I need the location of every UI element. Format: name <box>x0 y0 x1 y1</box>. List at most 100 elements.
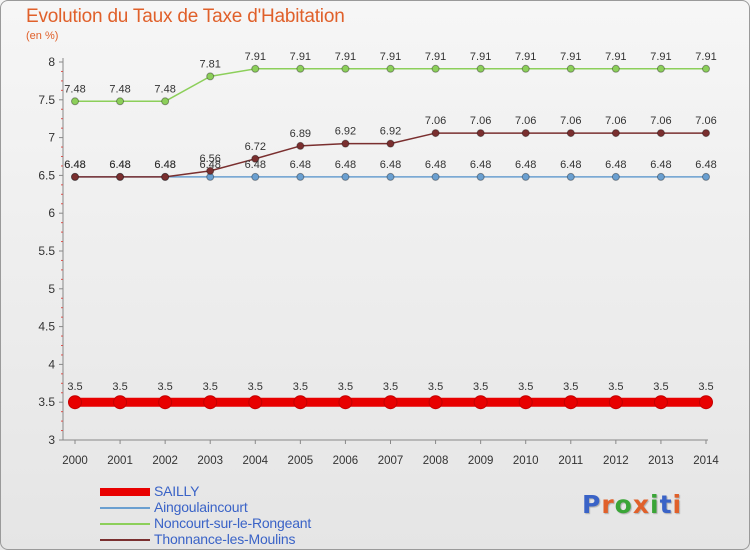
data-label: 7.91 <box>290 51 311 63</box>
data-label: 3.5 <box>473 381 488 393</box>
data-label: 6.48 <box>109 159 130 171</box>
data-point <box>338 395 353 410</box>
data-point <box>521 64 530 73</box>
data-point <box>611 64 620 73</box>
logo-letter: x <box>632 490 650 519</box>
x-tick-label: 2005 <box>288 455 314 467</box>
data-label: 6.92 <box>335 126 356 138</box>
data-point <box>251 64 260 73</box>
data-label: 6.89 <box>290 128 311 140</box>
data-point <box>521 172 530 181</box>
data-label: 6.48 <box>109 159 130 171</box>
data-point <box>296 172 305 181</box>
data-point <box>521 129 530 138</box>
data-label: 7.91 <box>245 51 266 63</box>
data-label: 3.5 <box>338 381 353 393</box>
data-label: 3.5 <box>203 381 218 393</box>
data-point <box>566 64 575 73</box>
data-label: 3.5 <box>383 381 398 393</box>
data-label: 6.48 <box>64 159 85 171</box>
data-label: 7.06 <box>650 115 671 127</box>
data-point <box>293 395 308 410</box>
data-point <box>473 395 488 410</box>
data-point <box>116 97 125 106</box>
data-point <box>386 64 395 73</box>
data-label: 3.5 <box>293 381 308 393</box>
legend-label: Thonnance-les-Moulins <box>154 531 296 547</box>
y-tick-label: 5.5 <box>38 244 55 258</box>
data-point <box>653 395 668 410</box>
x-tick-label: 2003 <box>197 455 223 467</box>
data-point <box>566 172 575 181</box>
logo-letter: r <box>601 490 615 519</box>
x-tick-label: 2002 <box>152 455 178 467</box>
legend-swatch <box>100 507 150 509</box>
y-tick-label: 4 <box>48 357 55 371</box>
y-tick-label: 3 <box>48 433 55 447</box>
data-point <box>566 129 575 138</box>
x-tick-label: 2010 <box>513 455 539 467</box>
data-point <box>386 172 395 181</box>
data-point <box>68 395 82 410</box>
data-label: 6.48 <box>425 159 446 171</box>
y-tick-label: 4.5 <box>38 320 55 334</box>
data-point <box>161 172 170 181</box>
data-label: 7.48 <box>109 83 130 95</box>
x-tick-label: 2001 <box>107 455 133 467</box>
x-tick-label: 2014 <box>693 455 719 467</box>
data-point <box>296 64 305 73</box>
data-label: 7.81 <box>200 58 221 70</box>
x-tick-label: 2006 <box>333 455 359 467</box>
legend-label: Aingoulaincourt <box>154 499 248 515</box>
data-point <box>248 395 263 410</box>
data-point <box>383 395 398 410</box>
data-point <box>476 172 485 181</box>
data-point <box>431 64 440 73</box>
legend-swatch <box>100 523 150 525</box>
data-point <box>386 139 395 148</box>
data-label: 7.06 <box>605 115 626 127</box>
data-label: 6.48 <box>695 159 716 171</box>
logo-letter: P <box>582 490 602 519</box>
data-label: 7.48 <box>64 83 85 95</box>
series-noncourt-sur-le-rongeant <box>71 64 710 106</box>
data-label: 6.56 <box>200 153 221 165</box>
data-point <box>296 141 305 150</box>
x-tick-label: 2004 <box>242 455 268 467</box>
data-label: 3.5 <box>518 381 533 393</box>
y-tick-label: 6 <box>48 206 55 220</box>
data-point <box>203 395 218 410</box>
data-point <box>611 129 620 138</box>
data-label: 7.06 <box>560 115 581 127</box>
data-label: 7.06 <box>470 115 491 127</box>
data-point <box>428 395 443 410</box>
data-label: 6.48 <box>154 159 175 171</box>
data-label: 6.48 <box>650 159 671 171</box>
data-point <box>702 64 710 73</box>
logo-letter: t <box>659 490 673 519</box>
x-tick-label: 2007 <box>378 455 404 467</box>
y-tick-label: 3.5 <box>38 395 55 409</box>
data-point <box>251 172 260 181</box>
data-label: 3.5 <box>608 381 623 393</box>
data-label: 7.91 <box>560 51 581 63</box>
data-point <box>116 172 125 181</box>
data-point <box>656 64 665 73</box>
data-point <box>71 97 79 106</box>
x-tick-label: 2008 <box>423 455 449 467</box>
data-point <box>563 395 578 410</box>
data-label: 6.48 <box>335 159 356 171</box>
data-label: 7.91 <box>515 51 536 63</box>
data-label: 7.91 <box>425 51 446 63</box>
data-label: 3.5 <box>67 381 82 393</box>
data-point <box>476 129 485 138</box>
logo-letter: i <box>650 490 660 519</box>
data-label: 6.48 <box>200 159 221 171</box>
logo-letter: i <box>672 490 683 519</box>
data-label: 6.48 <box>515 159 536 171</box>
data-point <box>71 172 79 181</box>
y-tick-label: 7.5 <box>38 93 55 107</box>
data-label: 6.48 <box>64 159 85 171</box>
data-label: 3.5 <box>428 381 443 393</box>
